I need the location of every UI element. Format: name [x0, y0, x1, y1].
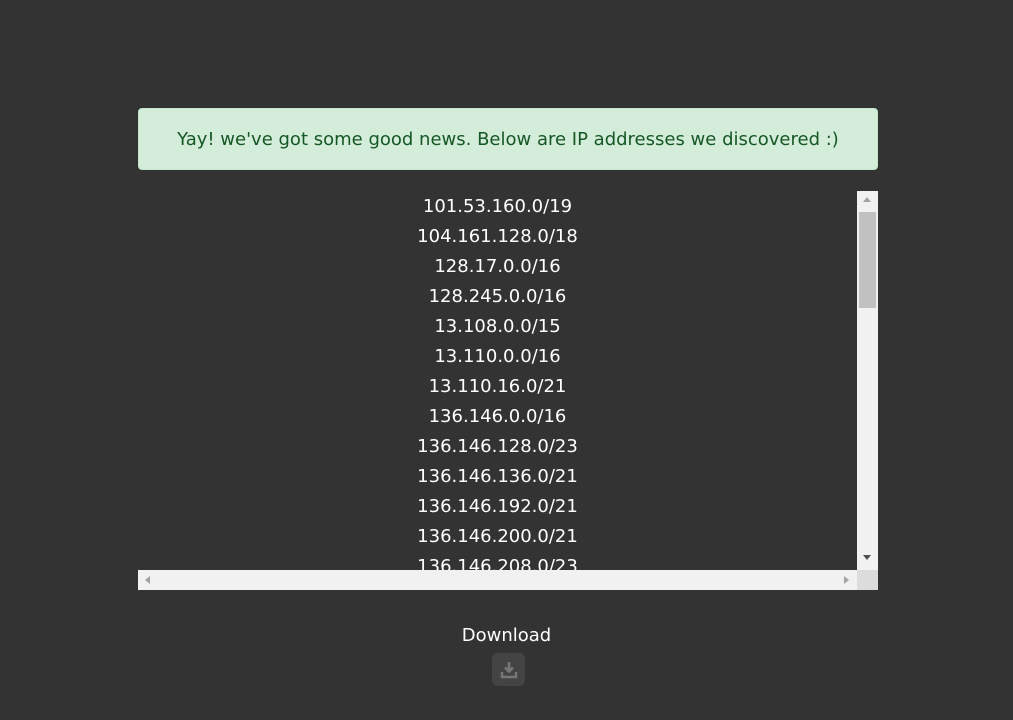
- scroll-right-arrow-icon[interactable]: [844, 576, 849, 584]
- scroll-up-arrow-icon[interactable]: [863, 197, 871, 202]
- horizontal-scrollbar[interactable]: [138, 570, 857, 590]
- ip-item: 101.53.160.0/19: [422, 196, 573, 217]
- ip-item: 128.17.0.0/16: [434, 256, 561, 277]
- ip-item: 136.146.128.0/23: [417, 436, 578, 457]
- ip-list[interactable]: 101.53.160.0/19 104.161.128.0/18 128.17.…: [138, 191, 857, 570]
- alert-message: Yay! we've got some good news. Below are…: [177, 128, 839, 150]
- success-alert: Yay! we've got some good news. Below are…: [138, 108, 878, 170]
- ip-item: 136.146.208.0/23: [417, 556, 578, 570]
- download-button[interactable]: [492, 653, 525, 686]
- ip-item: 13.110.0.0/16: [434, 346, 561, 367]
- scroll-down-arrow-icon[interactable]: [863, 555, 871, 560]
- download-icon: [500, 661, 517, 678]
- ip-item: 136.146.192.0/21: [417, 496, 578, 517]
- ip-item: 136.146.200.0/21: [417, 526, 578, 547]
- ip-item: 13.110.16.0/21: [428, 376, 567, 397]
- vertical-scrollbar[interactable]: [857, 191, 878, 570]
- ip-item: 136.146.0.0/16: [428, 406, 567, 427]
- ip-item: 136.146.136.0/21: [417, 466, 578, 487]
- vertical-scroll-thumb[interactable]: [859, 212, 876, 308]
- ip-item: 104.161.128.0/18: [417, 226, 578, 247]
- ip-list-box: 101.53.160.0/19 104.161.128.0/18 128.17.…: [138, 191, 878, 590]
- scroll-left-arrow-icon[interactable]: [145, 576, 150, 584]
- scrollbar-corner: [857, 570, 878, 590]
- download-label: Download: [461, 625, 552, 646]
- ip-item: 13.108.0.0/15: [434, 316, 561, 337]
- ip-item: 128.245.0.0/16: [428, 286, 567, 307]
